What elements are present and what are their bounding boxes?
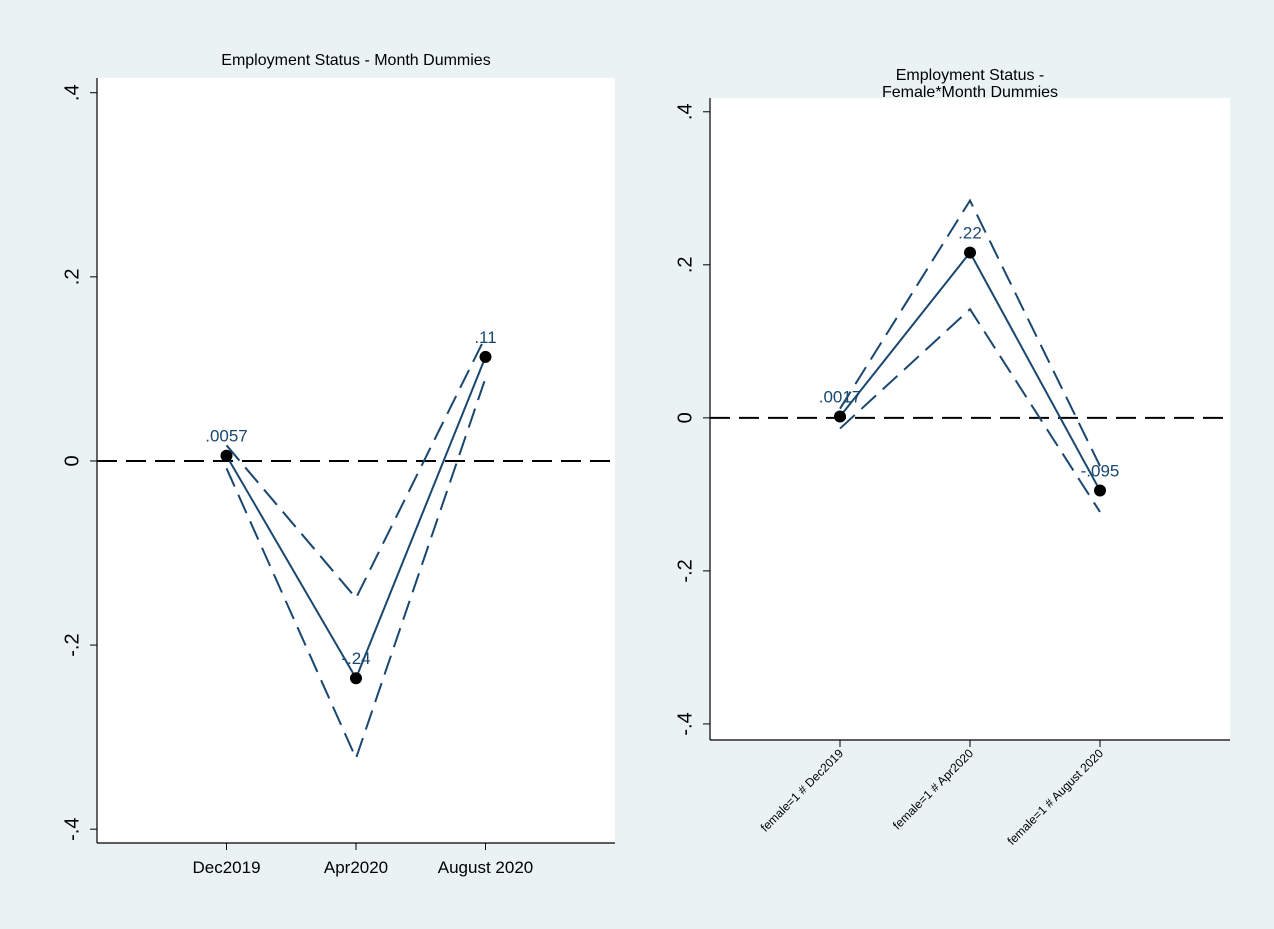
point — [350, 672, 362, 685]
ci-lower-line — [225, 377, 487, 762]
plot-area — [710, 98, 1230, 740]
value-label: .22 — [958, 224, 982, 243]
value-label: -.24 — [341, 649, 370, 668]
value-label: .0057 — [205, 427, 248, 446]
y-tick-label: -.2 — [61, 633, 83, 656]
y-tick-label: .4 — [61, 84, 83, 101]
chart-title: Employment Status - Month Dummies — [221, 52, 490, 69]
x-tick-label: Dec2019 — [192, 858, 260, 877]
y-tick-label: -.2 — [674, 559, 696, 582]
plot-area — [97, 78, 615, 843]
x-tick-label: Apr2020 — [324, 858, 388, 877]
ci-upper-line — [839, 198, 1101, 467]
value-label: .0017 — [819, 388, 862, 407]
ci-upper-line — [225, 336, 487, 600]
point — [1094, 484, 1106, 497]
y-tick-label: .4 — [674, 103, 696, 120]
point — [834, 410, 846, 423]
point — [220, 449, 233, 462]
chart-title: Female*Month Dummies — [882, 84, 1058, 101]
y-tick-label: .2 — [61, 269, 83, 286]
chart-title: Employment Status - — [896, 67, 1045, 84]
y-tick-label: -.4 — [674, 712, 696, 735]
ci-lower-line — [839, 307, 1101, 513]
point — [479, 350, 492, 363]
y-tick-label: .2 — [674, 256, 696, 273]
y-tick-label: 0 — [674, 412, 696, 423]
x-tick-label: August 2020 — [438, 858, 533, 877]
y-tick-label: -.4 — [61, 818, 83, 841]
y-tick-label: 0 — [61, 455, 83, 466]
value-label: .11 — [474, 328, 496, 347]
point — [964, 246, 976, 259]
value-label: -.095 — [1081, 462, 1120, 481]
